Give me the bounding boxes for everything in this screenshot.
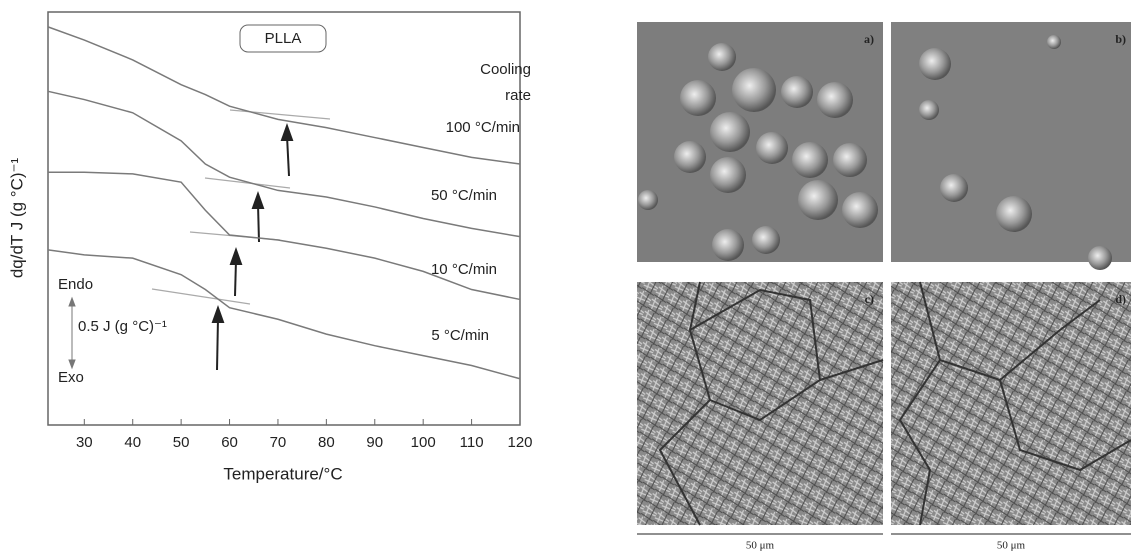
scale-bar-label: 50 μm	[746, 540, 775, 552]
micrographs: a) b) c) d) 50 μm 50 μm	[637, 22, 1131, 552]
box-label: PLLA	[265, 30, 302, 47]
series-label: 10 °C/min	[431, 261, 497, 278]
dsc-plot: PLLA Cooling rate Temperature/°C dq/dT J…	[7, 11, 533, 483]
label-box	[239, 24, 327, 53]
series-line	[47, 26, 521, 165]
scale-bar-label: 50 μm	[997, 540, 1026, 552]
panel-label: c)	[865, 292, 874, 306]
scale-arrow	[68, 296, 76, 370]
legend-title: rate	[505, 87, 531, 104]
series-label: 100 °C/min	[446, 119, 520, 136]
panel-label: d)	[1115, 292, 1126, 306]
x-tick-label: 100	[411, 434, 436, 451]
x-tick-label: 40	[124, 434, 141, 451]
series-line	[47, 249, 521, 380]
x-tick-label: 30	[76, 434, 93, 451]
series-label: 50 °C/min	[431, 187, 497, 204]
series-line	[48, 171, 521, 301]
tg-arrows	[211, 123, 294, 371]
x-tick-label: 120	[507, 434, 532, 451]
series-line	[47, 90, 521, 238]
panel-label: a)	[864, 32, 874, 46]
spherulites	[638, 35, 1112, 270]
y-axis-label: dq/dT J (g °C)⁻¹	[7, 158, 26, 279]
grain-boundaries	[658, 281, 1131, 526]
x-axis-label: Temperature/°C	[223, 464, 342, 483]
panel-label: b)	[1115, 32, 1126, 46]
x-tick-label: 110	[460, 434, 484, 451]
annotation: Exo	[58, 369, 84, 386]
annotation: Endo	[58, 276, 93, 293]
x-tick-label: 90	[366, 434, 383, 451]
x-tick-label: 60	[221, 434, 238, 451]
series-label: 5 °C/min	[431, 327, 489, 344]
annotation: 0.5 J (g °C)⁻¹	[78, 318, 167, 335]
x-tick-label: 70	[270, 434, 287, 451]
x-tick-label: 80	[318, 434, 335, 451]
panel-c	[637, 282, 883, 525]
plot-frame	[47, 11, 521, 426]
x-tick-label: 50	[173, 434, 190, 451]
legend-title: Cooling	[480, 61, 531, 78]
